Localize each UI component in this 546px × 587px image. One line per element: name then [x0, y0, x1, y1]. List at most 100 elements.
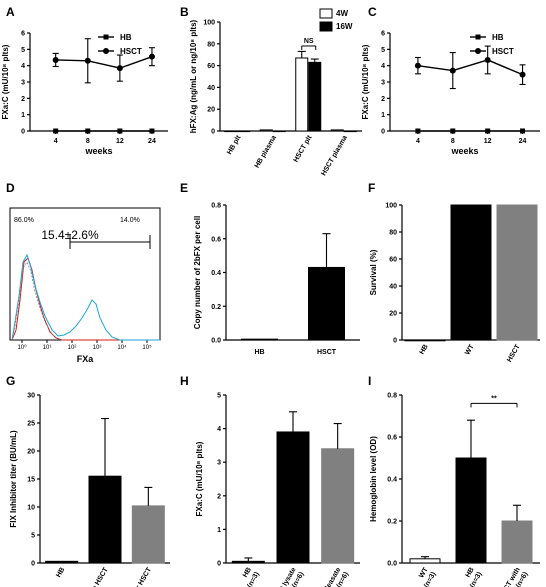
- panel-h-category-label: HB(n=3): [239, 567, 261, 587]
- panel-b-category-label: HSCT plt: [293, 134, 314, 164]
- panel-i-category-label: HSCT withinhibitor (n=6): [492, 567, 529, 587]
- panel-a-y-tick-label: 2: [21, 96, 25, 103]
- panel-c-y-tick-label: 6: [381, 31, 385, 38]
- panel-d-x-tick-label: 10⁰: [17, 344, 27, 351]
- panel-i-category-label-line: WT: [418, 566, 430, 580]
- panel-c-legend-label: HB: [492, 33, 504, 42]
- panel-d-sample-trace: [11, 253, 160, 341]
- panel-a-x-axis-title: weeks: [84, 146, 112, 156]
- panel-e-y-tick-label: 0.0: [211, 338, 221, 345]
- panel-h-y-tick-label: 1: [217, 527, 221, 534]
- panel-c-y-tick-label: 5: [381, 47, 385, 54]
- panel-i-category-label-line: HB: [465, 567, 476, 579]
- panel-label-f: F: [368, 181, 375, 195]
- panel-g-y-tick-label: 25: [27, 421, 35, 428]
- panel-d-x-tick-label: 10³: [93, 345, 102, 351]
- panel-label-b: B: [180, 5, 189, 19]
- panel-c-series-line: [452, 59, 488, 72]
- panel-c-point-hb: [520, 128, 526, 134]
- panel-b-bar: [295, 57, 309, 132]
- panel-b-y-tick-label: 20: [207, 107, 215, 114]
- panel-f-category-label-line: HSCT: [506, 343, 522, 364]
- panel-b-bar: [259, 129, 273, 132]
- panel-c-x-tick-label: 4: [416, 138, 420, 145]
- panel-g-y-tick-label: 10: [27, 505, 35, 512]
- panel-c-point-hsct: [519, 71, 526, 78]
- panel-c-legend-marker: [475, 34, 481, 40]
- panel-c-point-hsct: [484, 56, 491, 63]
- panel-g-category-label: HB: [55, 567, 66, 579]
- panel-c-y-tick-label: 4: [381, 63, 385, 70]
- panel-a-point-hb: [149, 128, 155, 134]
- panel-c-y-axis-title: FXa:C (mU/10⁸ plts): [361, 44, 370, 119]
- panel-b-significance-label: NS: [304, 38, 314, 45]
- panel-g-y-axis-title: FIX Inhibitor titer (BU/mL): [9, 430, 18, 528]
- panel-c-legend-marker: [475, 48, 481, 54]
- panel-a-x-tick-label: 24: [148, 138, 156, 145]
- panel-g-bar: [88, 475, 122, 564]
- panel-d-reference-trace: [11, 261, 65, 341]
- panel-b-bar: [237, 130, 251, 133]
- panel-c-series-line: [417, 64, 453, 72]
- panel-a-x-tick-label: 4: [54, 138, 58, 145]
- panel-f-bar: [496, 204, 538, 341]
- panel-b-category-label: HB plasma: [254, 134, 278, 169]
- panel-b-y-tick-label: 100: [203, 20, 215, 27]
- panel-label-e: E: [180, 181, 188, 195]
- panel-a-y-tick-label: 1: [21, 112, 25, 119]
- panel-b-chart: 0 20 40 60 80 100 hFX:Ag (ng/mL or ng/10⁸ plts…: [189, 8, 362, 177]
- panel-b-category-label-line: HB plasma: [254, 134, 278, 169]
- panel-h-chart: 0 1 2 3 4 5 FXa:C (mU/10⁸ plts) HB(n=3) plt lysa…: [195, 393, 360, 587]
- panel-c-x-tick-label: 8: [451, 138, 455, 145]
- panel-label-i: I: [368, 374, 371, 388]
- panel-b-bar: [224, 130, 238, 133]
- panel-i-bar: [455, 457, 487, 564]
- panel-a-legend-label: HSCT: [120, 47, 142, 56]
- panel-b-y-axis-title: hFX:Ag (ng/mL or ng/10⁸ plts): [189, 19, 198, 133]
- panel-b-legend-swatch: [319, 8, 333, 19]
- panel-g-y-tick-label: 30: [27, 393, 35, 400]
- panel-c-x-tick-label: 12: [484, 138, 492, 145]
- panel-i-bar: [501, 520, 533, 564]
- panel-h-y-tick-label: 0: [217, 561, 221, 568]
- panel-b-category-label-line: HB plt: [226, 134, 243, 156]
- panel-c-y-tick-label: 2: [381, 96, 385, 103]
- panel-b-y-tick-label: 60: [207, 63, 215, 70]
- panel-f-y-tick-label: 80: [389, 230, 397, 237]
- panel-a-point-hb: [117, 128, 123, 134]
- panel-f-y-axis-title: Survival (%): [369, 249, 378, 295]
- panel-label-h: H: [180, 374, 189, 388]
- panel-g-y-tick-label: 20: [27, 449, 35, 456]
- panel-e-category-label: HB: [254, 349, 264, 356]
- panel-e-y-tick-label: 0.8: [211, 203, 221, 210]
- panel-c-y-tick-label: 1: [381, 112, 385, 119]
- panel-g-category-label-line: Before HSCT: [82, 566, 110, 587]
- panel-a-point-hsct: [52, 56, 59, 63]
- panel-f-y-tick-label: 100: [385, 203, 397, 210]
- panel-label-g: G: [6, 374, 15, 388]
- panel-d-x-axis-title: FXa: [77, 354, 95, 364]
- panel-g-category-label: After HSCT: [128, 566, 153, 587]
- panel-a-point-hb: [53, 128, 59, 134]
- panel-b-bar: [343, 130, 357, 133]
- panel-e-y-tick-label: 0.6: [211, 236, 221, 243]
- panel-a-point-hsct: [84, 57, 91, 64]
- panel-g-category-label-line: HB: [55, 567, 66, 579]
- panel-f-bar: [450, 204, 492, 341]
- panel-label-d: D: [6, 181, 15, 195]
- panel-g-category-label: Before HSCT: [82, 566, 110, 587]
- panel-b-bar: [272, 130, 286, 133]
- panel-b-legend-label: 4W: [336, 9, 348, 18]
- panel-a-x-tick-label: 8: [86, 138, 90, 145]
- panel-a-point-hsct: [116, 65, 123, 72]
- panel-h-bar: [231, 560, 265, 564]
- panel-b-legend-label: 16W: [336, 22, 353, 31]
- panel-h-category-label: plt lysate(n=6): [276, 566, 305, 587]
- panel-c-y-tick-label: 3: [381, 80, 385, 87]
- panel-a-legend-label: HB: [120, 33, 132, 42]
- panel-h-y-tick-label: 2: [217, 493, 221, 500]
- panel-d-control-trace: [11, 257, 160, 341]
- panel-a-series-line: [55, 59, 88, 62]
